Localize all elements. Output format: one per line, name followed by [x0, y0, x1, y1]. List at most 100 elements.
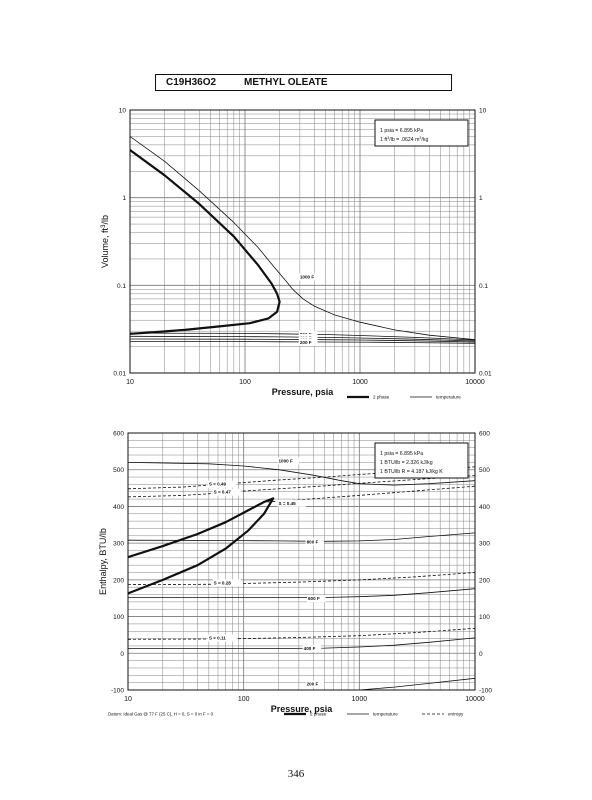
volume-legend-label: temperature	[436, 395, 461, 400]
volume-curve-label: 200 F	[300, 340, 312, 345]
enthalpy-y-tick-label-left: 200	[113, 577, 124, 584]
enthalpy-x-axis-label: Pressure, psia	[271, 704, 334, 714]
enthalpy-curves	[128, 462, 475, 690]
volume-y-tick-label-right: 10	[479, 108, 487, 115]
volume-y-axis-label: Volume, ft3/lb	[100, 215, 111, 268]
enthalpy-y-tick-label-left: -100	[111, 688, 124, 695]
enthalpy-series-temperature-1	[128, 462, 475, 486]
volume-conversion-line: 1 psia = 6.895 kPa	[380, 128, 423, 134]
volume-y-tick-label-right: 0.1	[479, 283, 488, 290]
volume-curve-label: 1000 F	[300, 274, 314, 279]
enthalpy-plot-frame	[127, 432, 476, 691]
enthalpy-y-tick-label-right: 100	[479, 614, 490, 621]
enthalpy-curve-label-bg	[277, 457, 300, 465]
enthalpy-y-axis-label: Enthalpy, BTU/lb	[98, 528, 108, 595]
enthalpy-x-tick-label: 100	[238, 696, 250, 703]
enthalpy-y-tick-label-right: -100	[479, 688, 492, 695]
enthalpy-legend-label: temperature	[373, 712, 398, 717]
volume-series-temperature-1	[130, 136, 294, 290]
compound-name: METHYL OLEATE	[244, 77, 328, 88]
enthalpy-curve-label-bg	[302, 645, 322, 653]
volume-series-2-phase-0	[130, 149, 281, 335]
compound-formula: C19H36O2	[166, 77, 217, 88]
enthalpy-curve-label: S = 0.49	[209, 482, 227, 487]
enthalpy-y-tick-label-left: 300	[113, 541, 124, 548]
enthalpy-x-tick-label: 10000	[465, 696, 485, 703]
volume-series-temperature-4	[130, 335, 475, 342]
enthalpy-conversion-line: 1 psia = 6.895 kPa	[380, 451, 423, 457]
volume-plot-frame	[129, 109, 476, 374]
enthalpy-series-temperature-5	[346, 677, 475, 690]
enthalpy-conversion-line: 1 BTU/lb R = 4.187 kJ/kg K	[380, 469, 443, 475]
compound-title-box: C19H36O2 METHYL OLEATE	[155, 74, 452, 91]
volume-series-temperature-5	[130, 338, 475, 343]
enthalpy-curve-label: S = 0.11	[209, 635, 226, 640]
enthalpy-series-2-phase-0	[128, 497, 275, 595]
enthalpy-curve-label-bg	[307, 595, 326, 603]
enthalpy-series-entropy-9	[128, 572, 475, 585]
enthalpy-curve-label: S = 0.47	[214, 490, 232, 495]
volume-series-temperature-3	[130, 332, 475, 341]
enthalpy-curve-label: S = 0.28	[214, 580, 232, 585]
enthalpy-curve-label-bg	[207, 634, 237, 642]
enthalpy-curve-label-bg	[305, 680, 325, 688]
enthalpy-y-tick-label-right: 500	[479, 467, 490, 474]
volume-conversion-box	[374, 119, 469, 147]
enthalpy-y-tick-label-left: 500	[113, 467, 124, 474]
enthalpy-y-tick-label-right: 0	[479, 651, 483, 658]
volume-x-tick-label: 100	[239, 379, 251, 386]
enthalpy-series-entropy-8	[267, 485, 475, 503]
enthalpy-y-tick-label-left: 600	[113, 431, 124, 438]
volume-x-tick-label: 1000	[352, 379, 368, 386]
enthalpy-curve-label: 1000 F	[278, 459, 292, 464]
volume-series-temperature-6	[130, 341, 475, 344]
enthalpy-grid	[127, 432, 475, 691]
enthalpy-curve-label-bg	[207, 480, 237, 488]
enthalpy-curve-label: 200 F	[307, 681, 319, 686]
enthalpy-series-temperature-4	[128, 637, 475, 649]
enthalpy-y-tick-label-left: 100	[113, 614, 124, 621]
volume-legend: temperature 2 phase	[347, 395, 461, 400]
enthalpy-series-temperature-3	[128, 588, 475, 598]
volume-y-tick-label-left: 0.1	[117, 283, 126, 290]
enthalpy-series-entropy-10	[128, 627, 475, 640]
enthalpy-curve-label: 600 F	[308, 596, 320, 601]
enthalpy-y-tick-label-right: 300	[479, 541, 490, 548]
volume-x-tick-label: 10000	[465, 379, 485, 386]
volume-legend-label: 2 phase	[373, 395, 390, 400]
volume-curves	[130, 136, 475, 344]
enthalpy-series-temperature-2	[128, 532, 475, 542]
enthalpy-legend-label: entropy	[448, 712, 464, 717]
enthalpy-curve-label: 400 F	[304, 646, 316, 651]
volume-y-tick-label-right: 0.01	[479, 371, 492, 378]
volume-y-tick-label-left: 10	[119, 108, 127, 115]
enthalpy-x-tick-label: 10	[124, 696, 132, 703]
enthalpy-curve-label-bg	[305, 538, 325, 546]
volume-y-tick-label-left: 0.01	[113, 371, 126, 378]
volume-curve-label-bg	[298, 273, 321, 281]
volume-curve-label-bg	[298, 338, 318, 346]
volume-y-tick-label-left: 1	[122, 195, 126, 202]
volume-grid	[129, 110, 475, 374]
page-number: 346	[287, 768, 305, 780]
volume-conversion-line: 1 ft3/lb = .0624 m3/kg	[380, 136, 428, 143]
volume-series-temperature-2	[292, 289, 475, 341]
enthalpy-y-tick-label-left: 400	[113, 504, 124, 511]
enthalpy-legend: entropy temperature 2 phase	[284, 712, 464, 717]
enthalpy-y-tick-label-right: 200	[479, 577, 490, 584]
volume-x-axis-label: Pressure, psia	[272, 387, 335, 397]
enthalpy-conversion-line: 1 BTU/lb = 2.326 kJ/kg	[380, 460, 433, 466]
enthalpy-curve-label: S = 0.45	[278, 501, 296, 506]
enthalpy-y-tick-label-left: 0	[120, 651, 124, 658]
volume-x-tick-label: 10	[126, 379, 134, 386]
enthalpy-series-entropy-6	[128, 466, 475, 490]
enthalpy-y-tick-label-right: 600	[479, 431, 490, 438]
enthalpy-legend-label: 2 phase	[310, 712, 327, 717]
enthalpy-conversion-box	[374, 442, 469, 479]
enthalpy-x-tick-label: 1000	[352, 696, 368, 703]
enthalpy-footnote: Datum: Ideal Gas @ 77 F (25 C), H = 0, S…	[108, 712, 214, 717]
volume-y-tick-label-right: 1	[479, 195, 483, 202]
enthalpy-curve-label-bg	[212, 488, 242, 496]
